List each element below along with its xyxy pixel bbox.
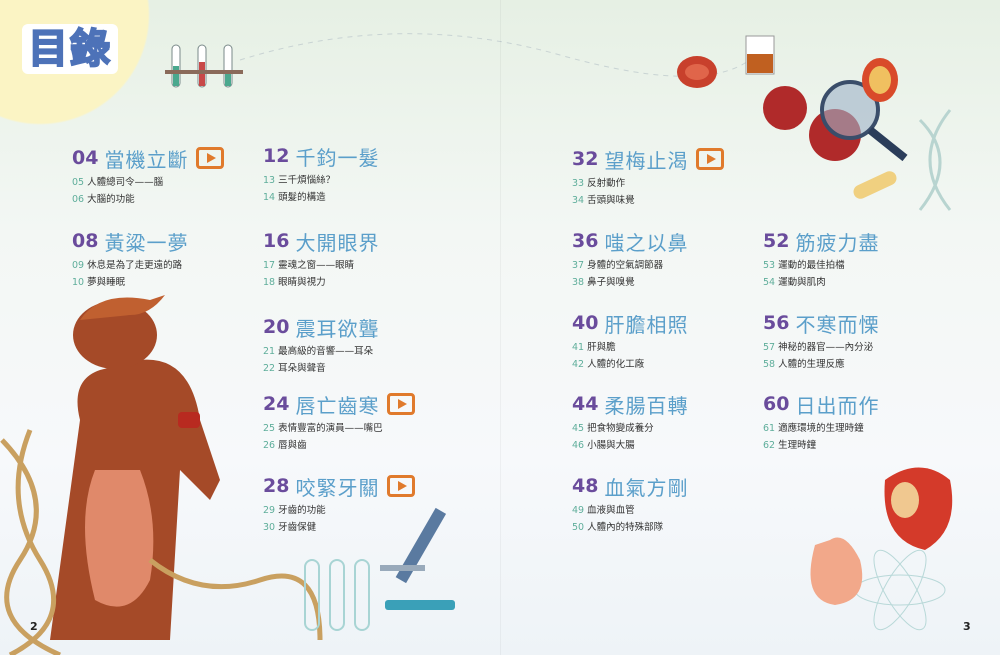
chapter-title: 咬緊牙關 (295, 475, 380, 500)
chapter-20[interactable]: 20 震耳欲聾 21 最高級的音響——耳朵 22 耳朵與聲音 (263, 314, 379, 374)
page-title: 目錄 (22, 24, 118, 74)
page-number-left: 2 (30, 620, 38, 633)
chapter-number: 28 (263, 475, 290, 497)
page-number-right: 3 (963, 620, 971, 633)
sub-entry[interactable]: 17 靈魂之窗——眼睛 (263, 260, 355, 271)
chapter-title: 肝膽相照 (604, 312, 689, 337)
chapter-number: 40 (572, 312, 599, 334)
chapter-title: 千鈞一髮 (295, 145, 380, 170)
chapter-title: 望梅止渴 (604, 148, 689, 173)
chapter-52[interactable]: 52 筋疲力盡 53 運動的最佳拍檔 54 運動與肌肉 (763, 228, 879, 288)
chapter-number: 08 (72, 230, 99, 252)
chapter-number: 20 (263, 316, 290, 338)
chapter-number: 04 (72, 147, 99, 169)
sub-entry[interactable]: 09 休息是為了走更遠的路 (72, 260, 183, 271)
sub-entry[interactable]: 41 肝與膽 (572, 342, 616, 353)
video-icon[interactable] (196, 147, 225, 169)
bacteria-icon (862, 58, 898, 102)
sub-entry[interactable]: 06 大腦的功能 (72, 194, 135, 205)
sub-entry[interactable]: 10 夢與睡眠 (72, 277, 126, 288)
sub-entry[interactable]: 54 運動與肌肉 (763, 277, 826, 288)
sub-entry[interactable]: 05 人體總司令——腦 (72, 177, 164, 188)
chapter-title: 當機立斷 (104, 147, 189, 172)
chapter-40[interactable]: 40 肝膽相照 41 肝與膽 42 人體的化工廠 (572, 310, 688, 370)
chapter-28[interactable]: 28 咬緊牙關 29 牙齒的功能 30 牙齒保健 (263, 473, 416, 533)
sub-entry[interactable]: 42 人體的化工廠 (572, 359, 645, 370)
sub-entry[interactable]: 18 眼睛與視力 (263, 277, 326, 288)
video-icon[interactable] (387, 475, 416, 497)
sub-entry[interactable]: 50 人體內的特殊部隊 (572, 522, 664, 533)
chapter-number: 60 (763, 393, 790, 415)
chapter-number: 44 (572, 393, 599, 415)
sub-entry[interactable]: 29 牙齒的功能 (263, 505, 326, 516)
heart-character-icon (884, 467, 953, 550)
stomach-character-icon (810, 537, 863, 605)
chapter-title: 震耳欲聾 (295, 316, 380, 341)
chapter-number: 52 (763, 230, 790, 252)
sub-entry[interactable]: 25 表情豐富的演員——嘴巴 (263, 423, 383, 434)
chapter-60[interactable]: 60 日出而作 61 適應環境的生理時鐘 62 生理時鐘 (763, 391, 879, 451)
chapter-title: 筋疲力盡 (795, 230, 880, 255)
beakers-outline-icon (304, 559, 370, 631)
red-blood-cell-icon (677, 56, 717, 88)
sub-entry[interactable]: 57 神秘的器官——內分泌 (763, 342, 874, 353)
sub-entry[interactable]: 46 小腸與大腸 (572, 440, 635, 451)
sub-entry[interactable]: 13 三千煩惱絲？ (263, 175, 336, 186)
chapter-title: 血氣方剛 (604, 475, 689, 500)
microscope-icon (380, 507, 455, 610)
sub-entry[interactable]: 53 運動的最佳拍檔 (763, 260, 845, 271)
man-illustration (50, 295, 220, 640)
chapter-12[interactable]: 12 千鈞一髮 13 三千煩惱絲？ 14 頭髮的構造 (263, 143, 379, 203)
chapter-08[interactable]: 08 黃粱一夢 09 休息是為了走更遠的路 10 夢與睡眠 (72, 228, 188, 288)
sub-entry[interactable]: 45 把食物變成養分 (572, 423, 654, 434)
chapter-16[interactable]: 16 大開眼界 17 靈魂之窗——眼睛 18 眼睛與視力 (263, 228, 379, 288)
sub-entry[interactable]: 26 唇與齒 (263, 440, 307, 451)
video-icon[interactable] (696, 148, 725, 170)
dna-icon (0, 429, 323, 655)
sub-entry[interactable]: 38 鼻子與嗅覺 (572, 277, 635, 288)
sub-entry[interactable]: 22 耳朵與聲音 (263, 363, 326, 374)
sub-entry[interactable]: 58 人體的生理反應 (763, 359, 845, 370)
video-icon[interactable] (387, 393, 416, 415)
atom-icon (854, 549, 946, 631)
chapter-title: 大開眼界 (295, 230, 380, 255)
sub-entry[interactable]: 62 生理時鐘 (763, 440, 817, 451)
chapter-44[interactable]: 44 柔腸百轉 45 把食物變成養分 46 小腸與大腸 (572, 391, 688, 451)
chapter-number: 56 (763, 312, 790, 334)
beaker-icon (745, 35, 775, 75)
chapter-number: 48 (572, 475, 599, 497)
chapter-04[interactable]: 04 當機立斷 05 人體總司令——腦 06 大腦的功能 (72, 145, 225, 205)
chapter-title: 柔腸百轉 (604, 393, 689, 418)
chapter-56[interactable]: 56 不寒而慄 57 神秘的器官——內分泌 58 人體的生理反應 (763, 310, 879, 370)
chapter-number: 12 (263, 145, 290, 167)
sub-entry[interactable]: 34 舌頭與味覺 (572, 195, 635, 206)
sub-entry[interactable]: 37 身體的空氣調節器 (572, 260, 664, 271)
chapter-number: 32 (572, 148, 599, 170)
test-tubes-icon (165, 44, 243, 88)
chapter-36[interactable]: 36 嗤之以鼻 37 身體的空氣調節器 38 鼻子與嗅覺 (572, 228, 688, 288)
chapter-48[interactable]: 48 血氣方剛 49 血液與血管 50 人體內的特殊部隊 (572, 473, 688, 533)
sub-entry[interactable]: 14 頭髮的構造 (263, 192, 326, 203)
chapter-number: 36 (572, 230, 599, 252)
sub-entry[interactable]: 30 牙齒保健 (263, 522, 317, 533)
capsule-icon (853, 171, 897, 199)
chapter-title: 日出而作 (795, 393, 880, 418)
chapter-title: 唇亡齒寒 (295, 393, 380, 418)
chapter-title: 不寒而慄 (795, 312, 880, 337)
chapter-number: 16 (263, 230, 290, 252)
chapter-number: 24 (263, 393, 290, 415)
chapter-title: 黃粱一夢 (104, 230, 189, 255)
page-spine (500, 0, 501, 655)
sub-entry[interactable]: 61 適應環境的生理時鐘 (763, 423, 864, 434)
chapter-title: 嗤之以鼻 (604, 230, 689, 255)
sub-entry[interactable]: 21 最高級的音響——耳朵 (263, 346, 374, 357)
sub-entry[interactable]: 49 血液與血管 (572, 505, 635, 516)
sub-entry[interactable]: 33 反射動作 (572, 178, 626, 189)
chapter-24[interactable]: 24 唇亡齒寒 25 表情豐富的演員——嘴巴 26 唇與齒 (263, 391, 416, 451)
chapter-32[interactable]: 32 望梅止渴 33 反射動作 34 舌頭與味覺 (572, 146, 725, 206)
magnifier-icon (820, 80, 908, 162)
